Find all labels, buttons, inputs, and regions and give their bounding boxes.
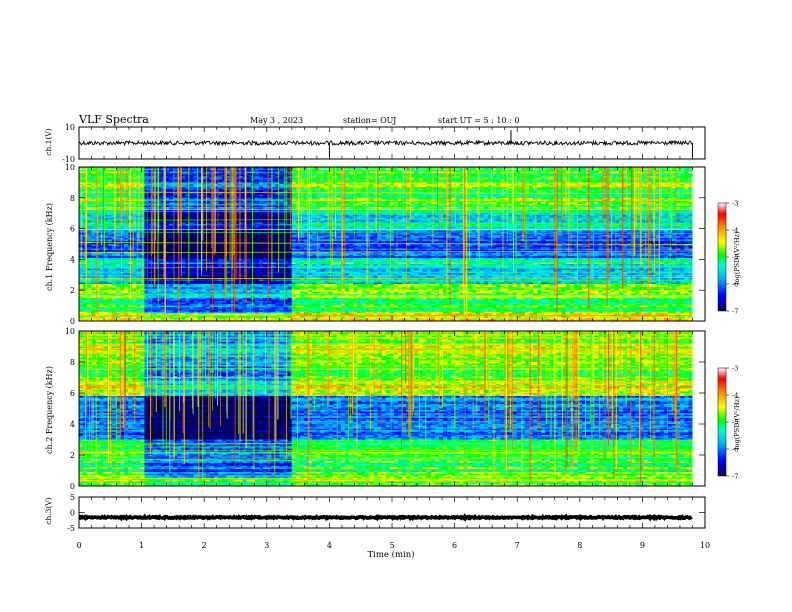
station-label: station= OUJ <box>343 116 396 125</box>
date-label: May 3 , 2023 <box>250 116 303 125</box>
ch1-waveform-panel: 10-10 <box>62 123 705 164</box>
y-tick-label: 10 <box>65 123 75 132</box>
waveform-trace <box>79 141 692 145</box>
figure-title: VLF Spectra <box>78 113 149 126</box>
start-time-label: start UT = 5 : 10 : 0 <box>438 116 519 125</box>
vlf-figure: VLF Spectra May 3 , 2023 station= OUJ st… <box>0 0 792 612</box>
